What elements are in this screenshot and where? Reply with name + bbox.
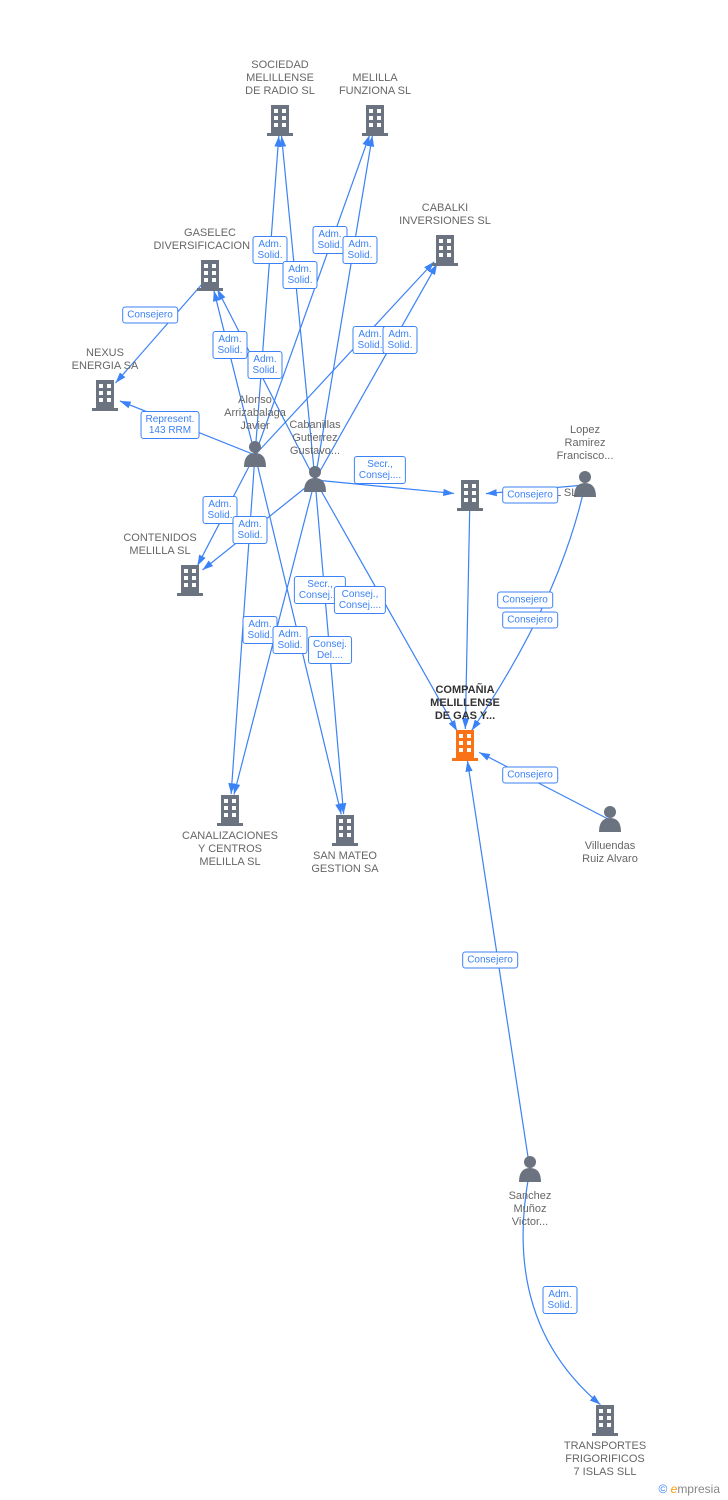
building-icon[interactable] xyxy=(592,1405,618,1436)
edge xyxy=(120,401,255,455)
building-icon[interactable] xyxy=(432,235,458,266)
edge xyxy=(467,761,530,1170)
edge xyxy=(255,135,370,455)
edge xyxy=(315,480,454,493)
edge xyxy=(465,495,470,729)
person-icon[interactable] xyxy=(304,466,326,492)
building-icon[interactable] xyxy=(267,105,293,136)
edge xyxy=(255,262,434,455)
edge xyxy=(472,485,585,730)
building-icon[interactable] xyxy=(197,260,223,291)
building-icon[interactable] xyxy=(457,480,483,511)
edge xyxy=(197,455,255,566)
person-icon[interactable] xyxy=(244,441,266,467)
person-icon[interactable] xyxy=(574,471,596,497)
person-icon[interactable] xyxy=(519,1156,541,1182)
edge xyxy=(202,480,315,570)
watermark: © empresia xyxy=(658,1482,720,1496)
edge xyxy=(234,480,315,795)
building-icon[interactable] xyxy=(92,380,118,411)
building-icon[interactable] xyxy=(217,795,243,826)
copyright-symbol: © xyxy=(658,1482,667,1496)
building-icon[interactable] xyxy=(362,105,388,136)
edge xyxy=(116,275,210,383)
person-icon[interactable] xyxy=(599,806,621,832)
edge xyxy=(479,752,610,820)
edge xyxy=(255,136,279,455)
edge xyxy=(523,1170,600,1405)
building-icon[interactable] xyxy=(332,815,358,846)
edge xyxy=(282,136,315,480)
network-graph xyxy=(0,0,728,1500)
edge xyxy=(217,289,315,480)
edge xyxy=(231,455,255,794)
edge xyxy=(315,480,457,731)
edge xyxy=(486,485,585,494)
building-icon[interactable] xyxy=(452,730,478,761)
brand-rest: mpresia xyxy=(677,1482,720,1496)
building-icon[interactable] xyxy=(177,565,203,596)
edge xyxy=(214,291,255,455)
